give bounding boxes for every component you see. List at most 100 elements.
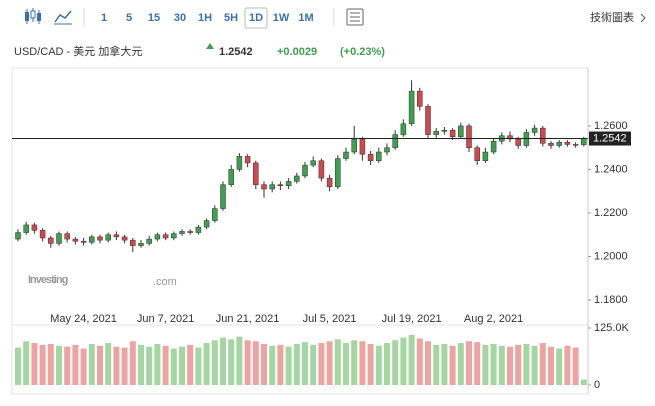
chevron <box>640 13 646 23</box>
pair-title: USD/CAD - 美元 加拿大元 <box>14 44 142 58</box>
volume-bar <box>498 345 505 385</box>
watermark: Investing <box>28 274 68 286</box>
candle-body <box>351 138 357 153</box>
candle-body <box>130 239 136 246</box>
volume-bar <box>384 343 390 385</box>
volume-bar <box>580 379 587 385</box>
candle-body <box>244 156 251 164</box>
volume-bar <box>449 345 456 385</box>
tech-chart-link[interactable]: 技術圖表 <box>590 10 634 24</box>
interval-button[interactable]: 1 <box>101 12 107 24</box>
line-icon[interactable] <box>54 10 72 25</box>
volume-bar <box>187 344 194 385</box>
volume-bar <box>121 347 128 385</box>
candle-body <box>80 240 87 243</box>
volume-bar <box>523 343 530 385</box>
candle-body <box>302 164 308 177</box>
volume-bar <box>334 339 341 385</box>
volume-bar <box>261 343 267 385</box>
interval-button[interactable]: 30 <box>174 12 186 24</box>
volume-bar <box>359 341 366 385</box>
candle-body <box>384 147 390 153</box>
volume-bar <box>220 337 226 385</box>
candle-body <box>318 160 325 179</box>
candle-body <box>253 162 259 185</box>
candle-body <box>72 238 79 242</box>
volume-bar <box>170 348 177 385</box>
candle-body <box>564 141 571 145</box>
volume-bar <box>474 342 481 385</box>
settings-icon[interactable] <box>346 8 364 26</box>
candle-body <box>187 231 193 233</box>
candle-body <box>490 140 497 153</box>
candle-body <box>31 224 38 231</box>
candle-body <box>474 147 480 161</box>
candle-body <box>277 184 284 187</box>
candle-body <box>23 224 29 233</box>
volume-bar <box>293 343 300 385</box>
volume-bar <box>375 345 382 385</box>
candle-body <box>572 144 579 146</box>
candle-body <box>154 234 161 240</box>
candle-body <box>548 143 554 146</box>
interval-button[interactable]: 15 <box>148 12 160 24</box>
candle-body <box>531 127 538 133</box>
interval-button[interactable]: 1D <box>249 12 263 24</box>
candle-body <box>367 153 374 161</box>
volume-bar <box>97 345 103 385</box>
x-tick-label: Jun 21, 2021 <box>216 313 280 325</box>
candle-body <box>417 90 423 107</box>
candle-body <box>343 151 349 159</box>
volume-bar <box>56 345 62 385</box>
volume-tick-label: 125.0K <box>594 322 630 334</box>
volume-bar <box>548 346 554 385</box>
candle-body <box>581 138 587 146</box>
volume-bar <box>564 345 571 385</box>
volume-bar <box>179 346 185 385</box>
volume-bar <box>154 343 161 385</box>
interval-button[interactable]: 1M <box>298 12 313 24</box>
volume-bar <box>113 346 120 385</box>
candle-body <box>400 123 407 135</box>
volume-bar <box>416 338 423 385</box>
candle-body <box>64 233 70 240</box>
volume-bar <box>277 344 284 385</box>
candle-body <box>203 220 210 228</box>
watermark: .com <box>153 276 177 288</box>
volume-tick-label: 0 <box>594 379 600 391</box>
y-tick-label: 1.1800 <box>594 294 628 306</box>
x-tick-label: Jul 19, 2021 <box>382 313 442 325</box>
volume-bar <box>457 343 464 385</box>
candle-body <box>335 158 341 188</box>
volume-bar <box>88 343 95 385</box>
candle-icon[interactable] <box>25 8 41 24</box>
change-pct: (+0.23%) <box>340 46 385 58</box>
volume-bar <box>466 341 472 385</box>
candle-body <box>540 127 546 144</box>
interval-button[interactable]: 5 <box>126 12 132 24</box>
volume-bar <box>515 344 522 385</box>
candle-body <box>39 230 46 239</box>
volume-bar <box>31 343 38 385</box>
up-arrow <box>206 43 214 49</box>
volume-bar <box>318 343 325 385</box>
volume-bar <box>441 343 448 385</box>
candle-body <box>89 236 95 243</box>
volume-bar <box>162 345 169 385</box>
price: 1.2542 <box>219 46 253 58</box>
candle-body <box>326 177 333 188</box>
interval-button[interactable]: 1W <box>273 12 290 24</box>
candle-body <box>48 237 54 244</box>
y-tick-label: 1.2400 <box>594 163 628 175</box>
interval-button[interactable]: 1H <box>198 12 212 24</box>
candle-body <box>146 238 152 244</box>
volume-bar <box>400 337 407 385</box>
candle-body <box>408 90 415 124</box>
candle-body <box>236 156 243 170</box>
volume-bar <box>310 344 317 385</box>
volume-bar <box>392 340 399 385</box>
x-tick-label: Aug 2, 2021 <box>464 313 523 325</box>
volume-bar <box>343 343 349 385</box>
interval-button[interactable]: 5H <box>224 12 238 24</box>
candle-body <box>482 151 489 161</box>
